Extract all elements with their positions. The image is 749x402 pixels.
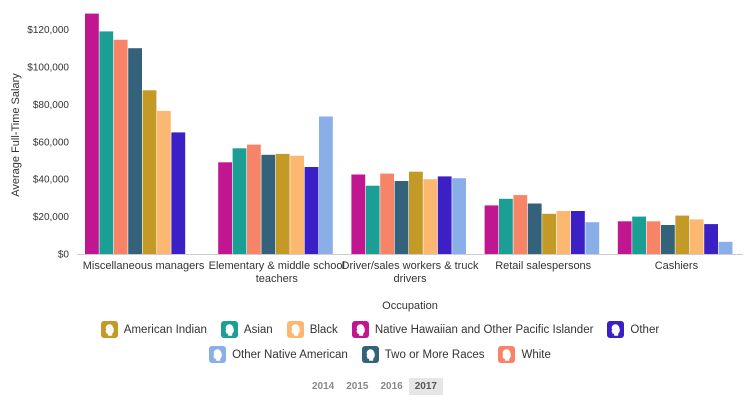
year-option-2015[interactable]: 2015 xyxy=(346,381,369,392)
y-tick-label: $100,000 xyxy=(27,62,69,73)
bar xyxy=(423,179,438,254)
chart-legend: American Indian Asian Black Native Hawaiian… xyxy=(60,320,700,364)
bar xyxy=(365,185,380,254)
person-head-icon xyxy=(361,346,379,363)
bar xyxy=(275,153,290,254)
bar xyxy=(394,181,409,254)
legend-label: Other Native American xyxy=(232,348,348,361)
bar xyxy=(571,211,585,254)
bar xyxy=(484,205,499,254)
bar xyxy=(542,213,556,254)
legend-label: American Indian xyxy=(123,323,207,336)
bar xyxy=(351,174,366,254)
person-head-icon xyxy=(220,321,238,338)
person-head-icon xyxy=(286,321,304,338)
x-category-label: Driver/sales workers & truck xyxy=(342,260,479,272)
bar xyxy=(261,154,276,254)
bar xyxy=(99,31,114,255)
bar xyxy=(617,221,632,254)
x-category-label: Retail salespersons xyxy=(495,260,591,272)
legend-item[interactable]: Black xyxy=(286,320,338,339)
bar xyxy=(247,144,261,254)
bar xyxy=(113,39,128,254)
y-tick-label: $120,000 xyxy=(27,25,69,36)
bar xyxy=(585,222,600,254)
bar xyxy=(232,148,247,254)
bar xyxy=(513,195,528,254)
x-category-label: Miscellaneous managers xyxy=(83,260,205,272)
legend-label: Two or More Races xyxy=(384,348,485,361)
bar xyxy=(718,241,733,254)
legend-label: Native Hawaiian and Other Pacific Island… xyxy=(374,323,594,336)
y-tick-label: $60,000 xyxy=(33,137,70,148)
bar xyxy=(319,116,333,254)
year-option-2014[interactable]: 2014 xyxy=(312,381,335,392)
person-head-icon xyxy=(607,321,625,338)
y-tick-label: $80,000 xyxy=(33,100,70,111)
bar xyxy=(128,48,142,255)
bar xyxy=(499,198,513,254)
y-tick-label: $0 xyxy=(58,250,70,261)
bar xyxy=(171,132,186,254)
bar xyxy=(632,216,646,254)
x-category-label: teachers xyxy=(256,273,299,285)
year-option-2017[interactable]: 2017 xyxy=(408,378,443,395)
y-axis-title: Average Full-Time Salary xyxy=(10,73,22,197)
bar xyxy=(157,110,171,255)
bar xyxy=(556,211,571,254)
x-axis-title: Occupation xyxy=(382,300,438,312)
bar xyxy=(437,176,452,254)
y-tick-label: $40,000 xyxy=(33,175,70,186)
bar xyxy=(646,221,661,254)
bar xyxy=(409,171,423,254)
legend-label: Asian xyxy=(243,323,273,336)
bar xyxy=(218,162,232,254)
legend-label: White xyxy=(521,348,551,361)
bar xyxy=(452,178,466,254)
x-category-label: Cashiers xyxy=(655,260,699,272)
person-head-icon xyxy=(498,346,516,363)
legend-item[interactable]: American Indian xyxy=(100,320,207,339)
legend-label: Black xyxy=(309,323,338,336)
year-selector: 2014 2015 2016 2017 xyxy=(0,378,749,395)
legend-item[interactable]: Two or More Races xyxy=(361,345,485,364)
legend-item[interactable]: White xyxy=(498,345,551,364)
bar xyxy=(661,225,675,254)
bar xyxy=(689,219,704,254)
bar xyxy=(85,13,99,254)
bar xyxy=(142,90,157,254)
bar xyxy=(290,155,304,254)
legend-label: Other xyxy=(630,323,660,336)
legend-item[interactable]: Asian xyxy=(220,320,273,339)
bar xyxy=(527,203,542,254)
bar xyxy=(704,224,718,254)
person-head-icon xyxy=(351,321,369,338)
person-head-icon xyxy=(100,321,118,338)
person-head-icon xyxy=(209,346,227,363)
legend-item[interactable]: Other Native American xyxy=(209,345,348,364)
bar xyxy=(304,167,319,254)
x-category-label: drivers xyxy=(393,273,427,285)
legend-item[interactable]: Other xyxy=(607,320,659,339)
y-tick-label: $20,000 xyxy=(33,212,70,223)
x-category-label: Elementary & middle school xyxy=(209,260,345,272)
bar xyxy=(380,173,394,254)
legend-item[interactable]: Native Hawaiian and Other Pacific Island… xyxy=(351,320,594,339)
year-option-2016[interactable]: 2016 xyxy=(380,381,403,392)
bar xyxy=(675,215,690,254)
bar-chart: Average Full-Time Salary $0 $20,000 $40,000… xyxy=(10,13,743,312)
